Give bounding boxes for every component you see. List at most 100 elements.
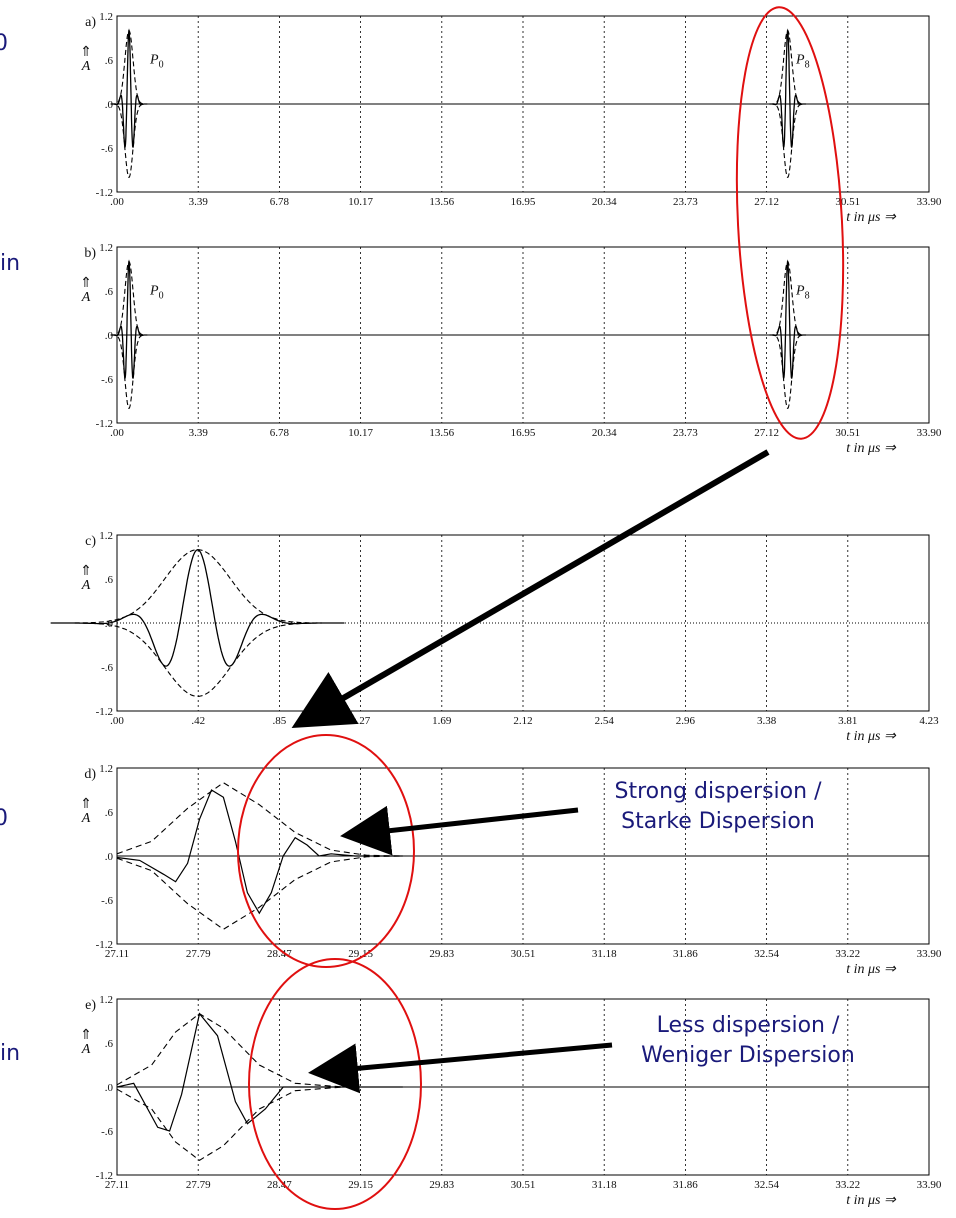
- x-tick-label: 32.54: [754, 948, 779, 960]
- y-tick-label: -.6: [101, 895, 113, 907]
- x-tick-label: 10.17: [348, 196, 373, 208]
- x-tick-label: 4.23: [919, 715, 939, 727]
- panel-label: b): [84, 246, 96, 261]
- dispersion-annotation: Strong dispersion /: [615, 779, 823, 804]
- signal-line: [110, 28, 148, 149]
- pulse-label: P0: [149, 284, 164, 302]
- y-axis-arrow: ⇑: [80, 564, 92, 579]
- x-tick-label: 32.54: [754, 1179, 779, 1191]
- x-axis-label: t in μs ⇒: [846, 441, 897, 456]
- dispersion-annotation: Starke Dispersion: [621, 809, 815, 834]
- x-tick-label: 27.79: [186, 948, 211, 960]
- x-tick-label: .85: [273, 715, 287, 727]
- x-tick-label: 27.79: [186, 1179, 211, 1191]
- y-axis-arrow: ⇑: [80, 276, 92, 291]
- panel-d: 27.11 27.79 28.47 29.15 29.83 30.51 31.18 31.86…: [80, 763, 942, 977]
- y-axis-label: A: [81, 290, 91, 305]
- envelope-upper: [110, 261, 148, 336]
- x-tick-label: 10.17: [348, 427, 373, 439]
- x-tick-label: 3.39: [189, 196, 209, 208]
- x-tick-label: 27.12: [754, 196, 779, 208]
- x-tick-label: 28.47: [267, 948, 292, 960]
- y-tick-label: -.6: [101, 1126, 113, 1138]
- x-tick-label: 2.54: [595, 715, 615, 727]
- side-fragment: in: [0, 1041, 20, 1066]
- x-tick-label: 33.90: [917, 427, 942, 439]
- y-tick-label: -.6: [101, 374, 113, 386]
- x-tick-label: 13.56: [429, 196, 454, 208]
- y-tick-label: -1.2: [96, 939, 113, 951]
- y-axis-label: A: [81, 1042, 91, 1057]
- pulse-label: P0: [149, 53, 164, 71]
- x-tick-label: 31.86: [673, 948, 698, 960]
- y-tick-label: 1.2: [99, 11, 113, 23]
- envelope-lower: [116, 1086, 344, 1161]
- x-tick-label: .00: [110, 196, 124, 208]
- envelope-upper: [116, 782, 403, 857]
- panel-label: e): [85, 998, 96, 1013]
- x-tick-label: 30.51: [835, 427, 860, 439]
- envelope-lower: [116, 855, 403, 930]
- pulse-label-subscript: 0: [159, 60, 164, 71]
- x-tick-label: 2.96: [676, 715, 696, 727]
- y-axis-arrow: ⇑: [80, 1028, 92, 1043]
- dispersion-annotation: Weniger Dispersion: [641, 1043, 855, 1068]
- y-axis-arrow: ⇑: [80, 797, 92, 812]
- pulse-label: P8: [795, 284, 810, 302]
- x-tick-label: 20.34: [592, 196, 617, 208]
- envelope-lower: [110, 103, 148, 178]
- zoom-arrow: [291, 449, 770, 729]
- x-tick-label: 6.78: [270, 427, 290, 439]
- signal-line: [769, 28, 806, 149]
- envelope-lower: [769, 103, 806, 178]
- y-tick-label: 1.2: [99, 242, 113, 254]
- pulse-label-subscript: 8: [805, 291, 810, 302]
- x-tick-label: 31.18: [592, 948, 617, 960]
- x-tick-label: 29.83: [429, 1179, 454, 1191]
- x-tick-label: 27.11: [105, 948, 129, 960]
- envelope-lower: [110, 334, 148, 409]
- x-tick-label: 2.12: [513, 715, 532, 727]
- y-axis-label: A: [81, 59, 91, 74]
- y-tick-label: .6: [105, 286, 114, 298]
- y-tick-label: .6: [105, 807, 114, 819]
- pulse-label-subscript: 0: [159, 291, 164, 302]
- y-tick-label: -1.2: [96, 418, 113, 430]
- y-tick-label: 1.2: [99, 994, 113, 1006]
- panels-layer: .00 3.39 6.78 10.17 13.56 16.95 20.34 23.73 27.1…: [50, 11, 942, 1208]
- x-tick-label: 6.78: [270, 196, 290, 208]
- y-tick-label: .6: [105, 1038, 114, 1050]
- x-tick-label: 16.95: [511, 427, 536, 439]
- x-tick-label: 23.73: [673, 427, 698, 439]
- x-tick-label: 33.90: [917, 1179, 942, 1191]
- x-tick-label: 33.90: [917, 948, 942, 960]
- panel-label: a): [85, 15, 96, 30]
- y-tick-label: -.6: [101, 143, 113, 155]
- signal-line: [50, 548, 345, 667]
- y-axis-label: A: [81, 578, 91, 593]
- y-tick-label: .0: [105, 99, 114, 111]
- annotation-arrow: [308, 1042, 613, 1094]
- x-tick-label: .00: [110, 715, 124, 727]
- x-axis-label: t in μs ⇒: [846, 962, 897, 977]
- envelope-upper: [769, 30, 806, 105]
- annotation-arrow: [340, 805, 579, 856]
- y-tick-label: .0: [105, 618, 114, 630]
- pulse-label-subscript: 8: [805, 60, 810, 71]
- x-tick-label: 20.34: [592, 427, 617, 439]
- panel-label: c): [85, 534, 96, 549]
- y-tick-label: 1.2: [99, 763, 113, 775]
- x-tick-label: 30.51: [511, 1179, 536, 1191]
- y-axis-label: A: [81, 811, 91, 826]
- envelope-upper: [110, 30, 148, 105]
- x-tick-label: 29.15: [348, 948, 373, 960]
- x-tick-label: 29.83: [429, 948, 454, 960]
- x-tick-label: 27.12: [754, 427, 779, 439]
- x-tick-label: 16.95: [511, 196, 536, 208]
- signal-line: [769, 259, 806, 380]
- y-tick-label: .0: [105, 1082, 114, 1094]
- y-tick-label: .0: [105, 851, 114, 863]
- y-tick-label: 1.2: [99, 530, 113, 542]
- envelope-lower: [50, 622, 345, 697]
